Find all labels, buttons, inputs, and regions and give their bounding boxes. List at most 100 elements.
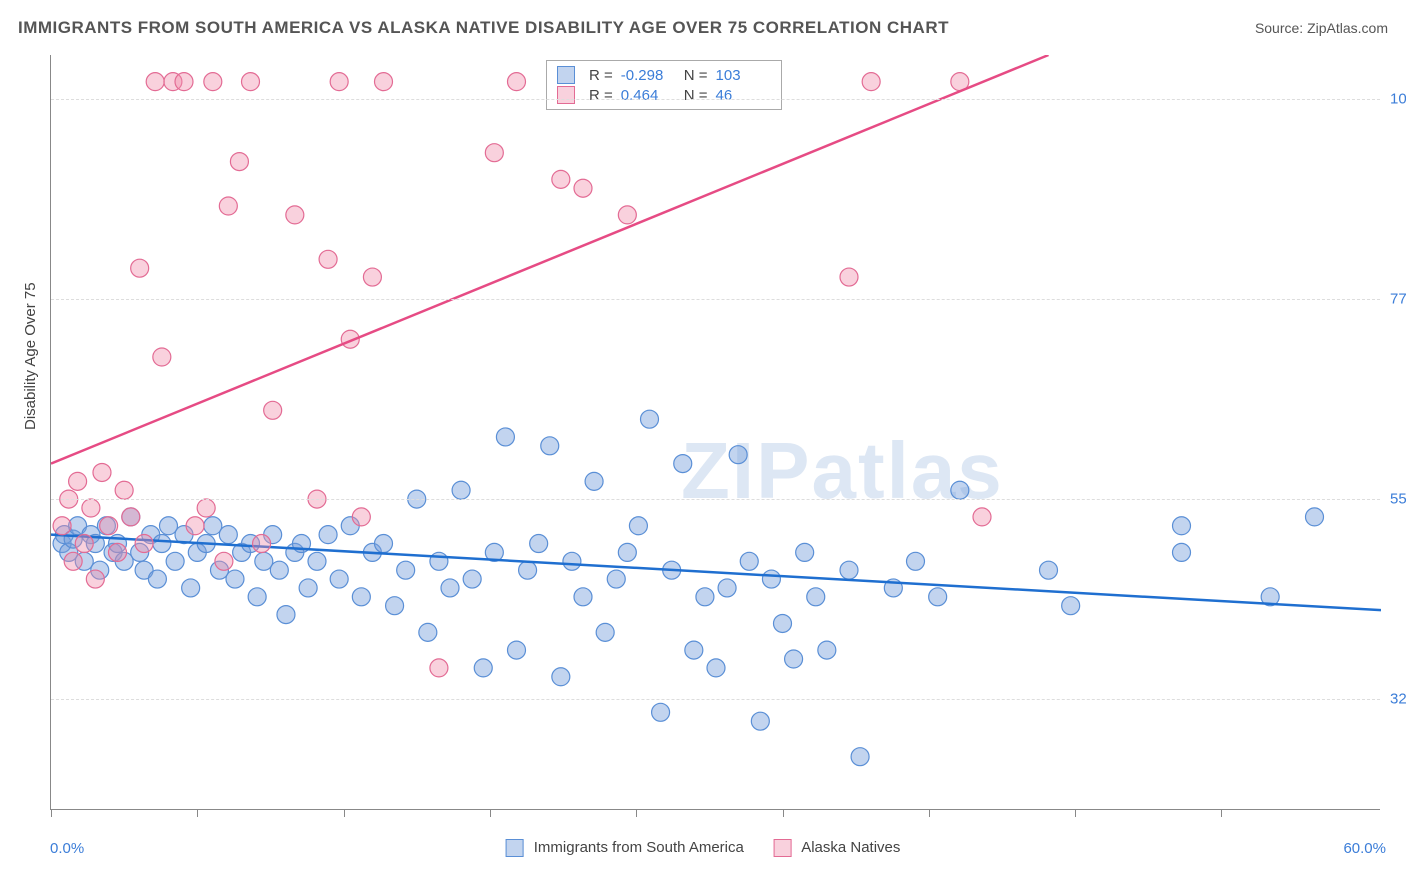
scatter-point: [375, 73, 393, 91]
r-value: 0.464: [621, 87, 676, 104]
scatter-point: [740, 552, 758, 570]
xtick: [1221, 809, 1222, 817]
scatter-point: [685, 641, 703, 659]
scatter-point: [496, 428, 514, 446]
scatter-point: [519, 561, 537, 579]
scatter-point: [951, 481, 969, 499]
scatter-point: [585, 472, 603, 490]
scatter-point: [148, 570, 166, 588]
scatter-point: [330, 73, 348, 91]
scatter-point: [375, 535, 393, 553]
stats-legend-box: R =-0.298N =103R =0.464N =46: [546, 60, 782, 110]
scatter-point: [115, 481, 133, 499]
r-label: R =: [589, 67, 613, 84]
scatter-point: [153, 535, 171, 553]
scatter-point: [277, 606, 295, 624]
scatter-point: [785, 650, 803, 668]
scatter-point: [530, 535, 548, 553]
gridline: [51, 499, 1380, 500]
scatter-point: [441, 579, 459, 597]
chart-title: IMMIGRANTS FROM SOUTH AMERICA VS ALASKA …: [18, 18, 949, 38]
scatter-point: [618, 206, 636, 224]
ytick-label: 32.5%: [1390, 690, 1406, 707]
scatter-point: [146, 73, 164, 91]
gridline: [51, 299, 1380, 300]
bottom-legend: Immigrants from South America Alaska Nat…: [506, 839, 901, 857]
scatter-point: [485, 144, 503, 162]
scatter-point: [596, 623, 614, 641]
scatter-point: [109, 543, 127, 561]
scatter-point: [69, 472, 87, 490]
scatter-point: [563, 552, 581, 570]
scatter-point: [862, 73, 880, 91]
scatter-point: [729, 446, 747, 464]
scatter-point: [386, 597, 404, 615]
gridline: [51, 99, 1380, 100]
regression-line: [51, 55, 1049, 464]
xtick: [197, 809, 198, 817]
scatter-point: [286, 206, 304, 224]
scatter-point: [851, 748, 869, 766]
scatter-point: [100, 517, 118, 535]
n-label: N =: [684, 67, 708, 84]
scatter-point: [552, 170, 570, 188]
scatter-point: [973, 508, 991, 526]
n-label: N =: [684, 87, 708, 104]
scatter-point: [230, 153, 248, 171]
scatter-point: [182, 579, 200, 597]
scatter-point: [319, 526, 337, 544]
scatter-point: [652, 703, 670, 721]
scatter-point: [264, 401, 282, 419]
scatter-point: [1062, 597, 1080, 615]
scatter-point: [215, 552, 233, 570]
scatter-point: [508, 73, 526, 91]
swatch-blue: [506, 839, 524, 857]
scatter-point: [751, 712, 769, 730]
stats-swatch: [557, 66, 575, 84]
y-axis-label: Disability Age Over 75: [22, 282, 39, 430]
r-value: -0.298: [621, 67, 676, 84]
scatter-point: [574, 179, 592, 197]
scatter-point: [618, 543, 636, 561]
scatter-point: [226, 570, 244, 588]
scatter-point: [352, 588, 370, 606]
scatter-point: [696, 588, 714, 606]
scatter-point: [64, 552, 82, 570]
xtick: [1075, 809, 1076, 817]
scatter-point: [82, 499, 100, 517]
scatter-point: [641, 410, 659, 428]
scatter-point: [419, 623, 437, 641]
swatch-pink: [774, 839, 792, 857]
scatter-point: [818, 641, 836, 659]
r-label: R =: [589, 87, 613, 104]
scatter-point: [796, 543, 814, 561]
scatter-point: [219, 197, 237, 215]
scatter-point: [1173, 517, 1191, 535]
scatter-point: [53, 517, 71, 535]
scatter-point: [363, 268, 381, 286]
scatter-point: [219, 526, 237, 544]
gridline: [51, 699, 1380, 700]
scatter-point: [352, 508, 370, 526]
scatter-point: [299, 579, 317, 597]
scatter-point: [552, 668, 570, 686]
scatter-point: [774, 614, 792, 632]
scatter-point: [707, 659, 725, 677]
scatter-svg: [51, 55, 1381, 810]
ytick-label: 55.0%: [1390, 491, 1406, 508]
scatter-point: [674, 455, 692, 473]
source-label: Source: ZipAtlas.com: [1255, 20, 1388, 36]
scatter-point: [430, 659, 448, 677]
stats-swatch: [557, 86, 575, 104]
x-axis-end: 60.0%: [1343, 840, 1386, 857]
scatter-point: [204, 73, 222, 91]
legend-item-2: Alaska Natives: [774, 839, 901, 857]
ytick-label: 100.0%: [1390, 91, 1406, 108]
scatter-point: [248, 588, 266, 606]
scatter-point: [1306, 508, 1324, 526]
xtick: [783, 809, 784, 817]
scatter-point: [541, 437, 559, 455]
xtick: [344, 809, 345, 817]
scatter-point: [474, 659, 492, 677]
xtick: [636, 809, 637, 817]
